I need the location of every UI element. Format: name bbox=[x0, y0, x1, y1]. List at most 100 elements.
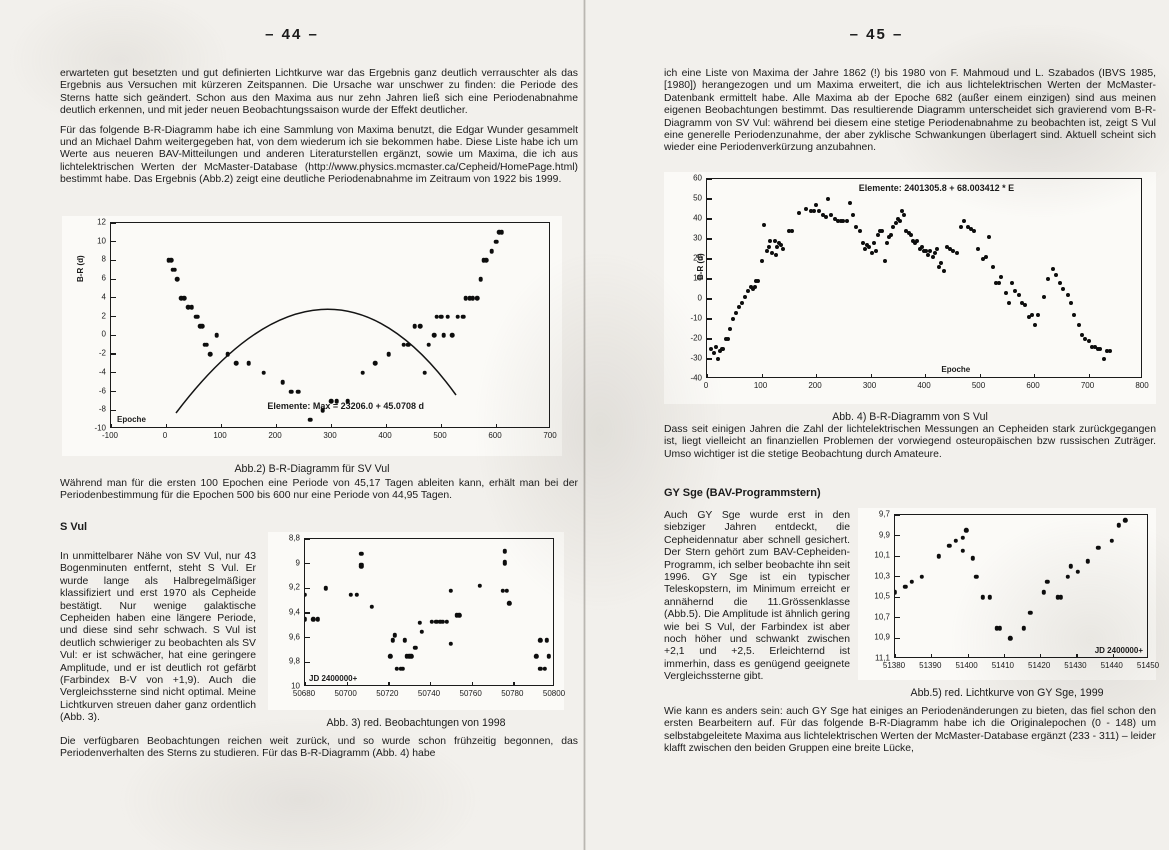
abb2-xtickmark bbox=[441, 424, 443, 427]
abb3-ytick: 9,2 bbox=[288, 582, 300, 592]
abb4-xtick: 300 bbox=[862, 381, 877, 390]
left-body-mid: Während man für die ersten 100 Epochen e… bbox=[60, 478, 578, 503]
abb3-data-point bbox=[538, 637, 543, 643]
abb4-data-point bbox=[1029, 313, 1034, 317]
abb4-data-point bbox=[770, 251, 775, 255]
abb4-data-point bbox=[939, 261, 944, 265]
abb2-data-point bbox=[463, 295, 469, 301]
chart-abb4-title: Elemente: 2401305.8 + 68.003412 * E bbox=[858, 183, 1015, 193]
abb5-data-point bbox=[1055, 595, 1060, 600]
abb4-ytickmark bbox=[707, 179, 712, 180]
abb3-ytickmark bbox=[305, 563, 310, 565]
abb4-data-point bbox=[928, 249, 933, 253]
abb4-data-point bbox=[878, 229, 883, 233]
abb4-data-point bbox=[1079, 333, 1084, 337]
abb4-data-point bbox=[786, 229, 791, 233]
abb4-ytick: 30 bbox=[693, 233, 702, 243]
abb3-ytick: 8,8 bbox=[288, 533, 300, 543]
heading-gy-sge: GY Sge (BAV-Programmstern) bbox=[664, 487, 821, 499]
abb3-data-point bbox=[413, 645, 418, 650]
abb3-data-point bbox=[359, 551, 364, 556]
abb3-data-point bbox=[542, 666, 547, 671]
abb3-data-point bbox=[502, 560, 508, 565]
abb4-data-point bbox=[820, 213, 825, 217]
abb4-data-point bbox=[869, 251, 874, 255]
abb4-data-point bbox=[743, 295, 748, 299]
abb4-data-point bbox=[825, 197, 830, 201]
abb2-xtickmark bbox=[496, 424, 498, 427]
abb5-xtick: 51380 bbox=[882, 661, 906, 670]
abb4-xtick: 500 bbox=[971, 381, 986, 390]
abb2-xtick: 0 bbox=[162, 431, 168, 440]
abb4-data-point bbox=[768, 239, 773, 243]
abb5-xtickmark bbox=[1112, 654, 1114, 657]
right-body-bottom: Wie kann es anders sein: auch GY Sge hat… bbox=[664, 706, 1156, 756]
abb4-data-point bbox=[1046, 277, 1051, 281]
abb5-data-point bbox=[1085, 559, 1091, 564]
caption-abb3: Abb. 3) red. Beobachtungen von 1998 bbox=[326, 717, 506, 729]
abb4-data-point bbox=[761, 223, 766, 227]
abb2-data-point bbox=[449, 333, 455, 338]
abb3-xtick: 50780 bbox=[501, 689, 524, 698]
abb5-data-point bbox=[909, 579, 915, 585]
page-number-left: – 44 – bbox=[265, 26, 319, 43]
abb5-ytick: 10,7 bbox=[874, 612, 890, 622]
abb4-data-point bbox=[1041, 295, 1046, 299]
chart-abb3: JD 2400000+ 8,8 9 9,2 9,4 9,6 9,8 10 50680 50700… bbox=[268, 532, 565, 710]
abb4-data-point bbox=[990, 265, 995, 269]
abb4-data-point bbox=[1016, 293, 1021, 297]
abb5-data-point bbox=[1123, 517, 1128, 523]
abb2-data-point bbox=[307, 417, 313, 422]
abb2-data-point bbox=[334, 398, 339, 404]
abb4-data-point bbox=[891, 225, 896, 229]
abb3-data-point bbox=[388, 653, 393, 659]
abb3-xtickmark bbox=[346, 682, 348, 685]
chart-abb2-xlabel: Epoche bbox=[117, 415, 146, 424]
abb5-data-point bbox=[902, 584, 908, 590]
abb5-xtickmark bbox=[895, 654, 897, 657]
abb3-data-point bbox=[506, 600, 512, 606]
abb2-ytick: 6 bbox=[101, 273, 106, 283]
abb5-data-point bbox=[963, 528, 969, 533]
abb5-data-point bbox=[970, 555, 976, 561]
abb5-data-point bbox=[1058, 595, 1064, 600]
abb2-data-point bbox=[467, 295, 472, 301]
abb5-xtickmark bbox=[1040, 654, 1042, 657]
abb4-data-point bbox=[900, 209, 905, 213]
abb2-data-point bbox=[195, 314, 201, 319]
abb4-data-point bbox=[1010, 281, 1015, 285]
abb2-ytickmark bbox=[111, 241, 116, 243]
abb5-xtick: 51430 bbox=[1064, 661, 1087, 670]
abb4-data-point bbox=[1101, 357, 1106, 361]
abb5-data-point bbox=[960, 548, 965, 554]
abb2-ytickmark bbox=[111, 297, 116, 299]
abb4-data-point bbox=[863, 247, 868, 251]
abb2-xtickmark bbox=[111, 424, 113, 427]
abb4-data-point bbox=[814, 203, 818, 207]
abb4-data-point bbox=[999, 275, 1004, 279]
abb4-xtick: 800 bbox=[1135, 381, 1149, 390]
abb4-data-point bbox=[811, 209, 816, 213]
chart-abb3-xlabel: JD 2400000+ bbox=[309, 674, 358, 683]
abb4-ytickmark bbox=[707, 258, 712, 260]
abb2-data-point bbox=[225, 351, 230, 357]
abb5-data-point bbox=[919, 574, 925, 579]
abb3-data-point bbox=[417, 620, 422, 626]
abb4-xtick: 400 bbox=[917, 381, 931, 390]
abb3-ytick: 10 bbox=[291, 681, 300, 691]
abb3-data-point bbox=[400, 666, 406, 671]
abb4-data-point bbox=[790, 229, 795, 233]
abb4-ytick: 50 bbox=[693, 193, 702, 203]
abb5-data-point bbox=[946, 543, 952, 549]
abb3-data-point bbox=[544, 637, 549, 643]
abb5-xtick: 51450 bbox=[1136, 661, 1160, 670]
paragraph: Dass seit einigen Jahren die Zahl der li… bbox=[664, 424, 1156, 460]
paragraph: Während man für die ersten 100 Epochen e… bbox=[60, 478, 578, 502]
abb4-data-point bbox=[835, 219, 840, 223]
abb3-ytickmark bbox=[305, 587, 310, 589]
abb4-data-point bbox=[1050, 267, 1055, 271]
abb2-xtick: 100 bbox=[213, 431, 227, 440]
abb2-data-point bbox=[478, 276, 483, 282]
abb4-data-point bbox=[880, 229, 885, 233]
abb4-data-point bbox=[932, 251, 937, 255]
